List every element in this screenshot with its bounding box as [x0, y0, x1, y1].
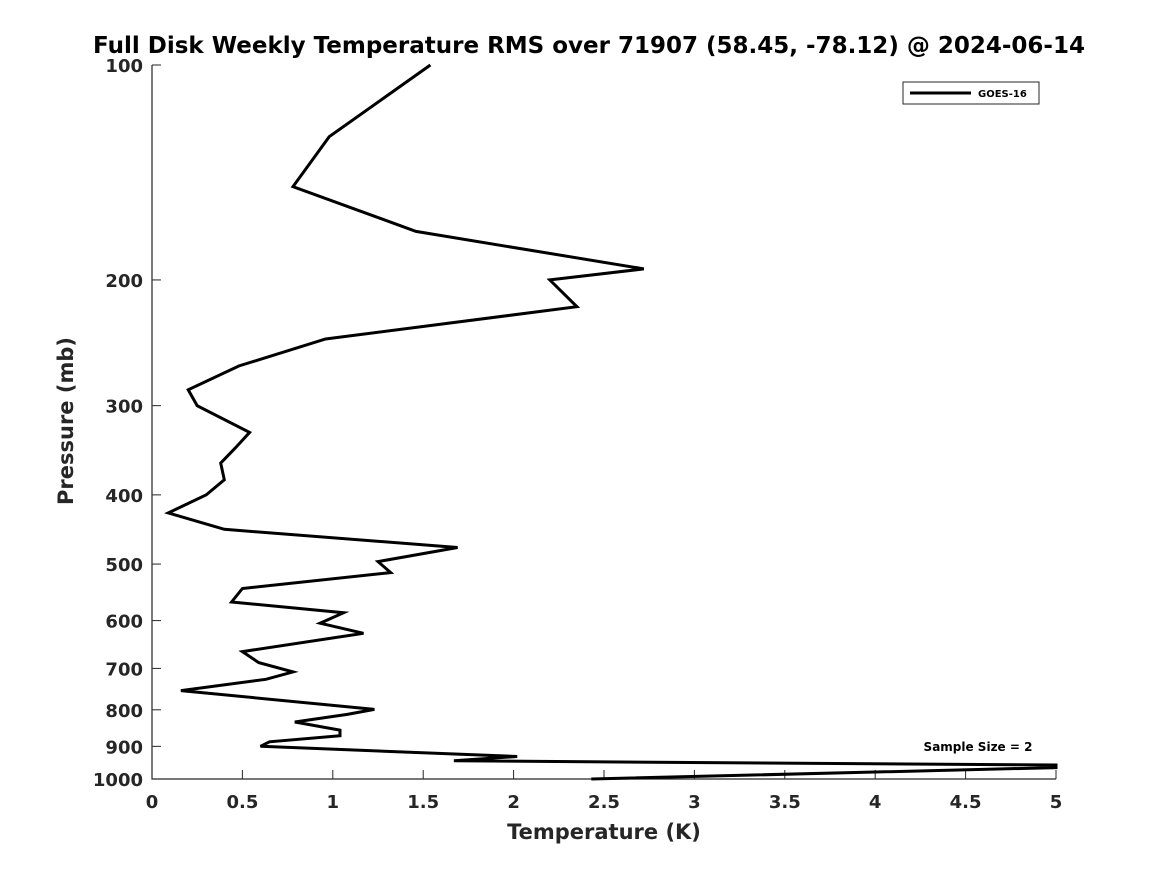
x-tick-label: 4.5	[950, 792, 982, 813]
x-tick-label: 0	[146, 792, 159, 813]
y-tick-label: 800	[105, 701, 143, 722]
y-tick-label: 700	[105, 659, 143, 680]
x-axis: 0 0.5 1 1.5 2 2.5 3 3.5 4 4.5 5	[146, 770, 1063, 813]
y-tick-label: 1000	[93, 770, 143, 791]
chart-title: Full Disk Weekly Temperature RMS over 71…	[93, 33, 1085, 59]
x-tick-label: 3	[688, 792, 701, 813]
y-tick-label: 200	[105, 271, 143, 292]
y-tick-label: 100	[105, 56, 143, 77]
y-tick-label: 900	[105, 737, 143, 758]
sample-size-annotation: Sample Size = 2	[924, 740, 1033, 754]
x-tick-label: 1	[327, 792, 340, 813]
y-tick-label: 500	[105, 555, 143, 576]
y-axis-label: Pressure (mb)	[54, 337, 78, 505]
x-tick-label: 2	[507, 792, 520, 813]
x-tick-label: 5	[1050, 792, 1063, 813]
y-tick-label: 400	[105, 486, 143, 507]
x-tick-label: 0.5	[226, 792, 258, 813]
x-axis-label: Temperature (K)	[507, 820, 701, 844]
y-tick-label: 600	[105, 612, 143, 633]
x-tick-label: 1.5	[407, 792, 439, 813]
x-tick-label: 3.5	[769, 792, 801, 813]
legend: GOES-16	[902, 81, 1040, 105]
legend-label-goes-16: GOES-16	[978, 89, 1027, 100]
x-tick-label: 4	[869, 792, 882, 813]
series-layer	[164, 63, 1058, 781]
series-line-goes-16	[164, 63, 1058, 781]
y-tick-label: 300	[105, 397, 143, 418]
y-axis: 100 200 300 400 500 600 700 800 900 1000	[93, 56, 161, 791]
x-tick-label: 2.5	[588, 792, 620, 813]
